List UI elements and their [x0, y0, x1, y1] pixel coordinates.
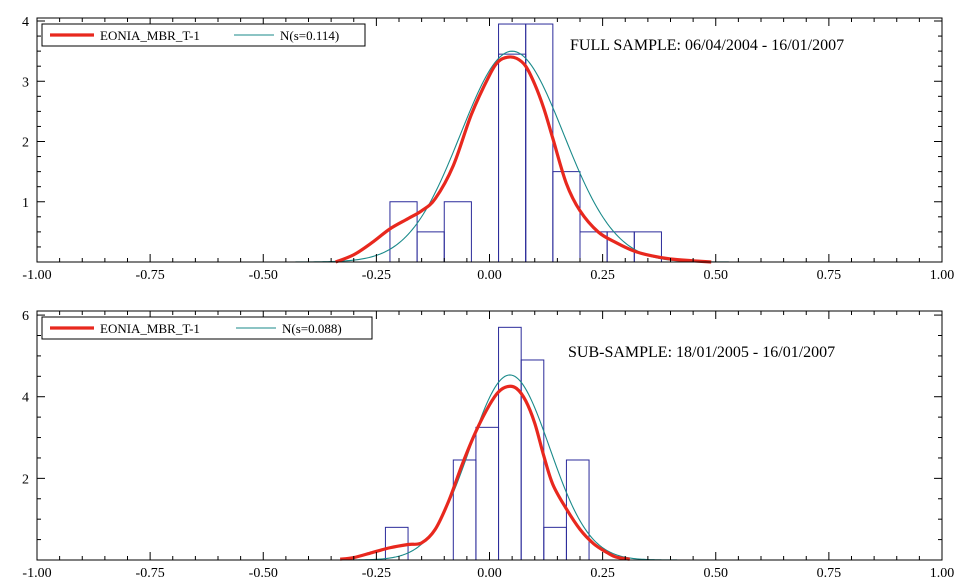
full-sample-y-axis: 1 2 3 4 — [22, 15, 942, 248]
full-sample-annotation: FULL SAMPLE: 06/04/2004 - 16/01/2007 — [570, 37, 844, 54]
full-sample-x-tick-label: 0.25 — [590, 268, 615, 283]
full-sample-y-tick-label: 1 — [22, 196, 29, 211]
sub-sample-histogram-bars — [384, 326, 590, 561]
full-sample-y-tick-label: 2 — [22, 136, 29, 151]
sub-sample-panel: -1.00 -0.75 -0.50 -0.25 0.00 0.25 0.50 0.75 1.00… — [22, 309, 954, 581]
full-sample-bar-0 — [389, 201, 418, 263]
sub-sample-x-tick-label: -0.50 — [249, 566, 278, 581]
full-sample-bar-1 — [416, 231, 445, 263]
legend-label-normal: N(s=0.114) — [280, 28, 339, 43]
full-sample-y-tick-label: 4 — [22, 15, 29, 30]
sub-sample-x-tick-label: -0.25 — [362, 566, 391, 581]
sub-sample-bar-6 — [565, 459, 590, 561]
full-sample-x-tick-label: 0.00 — [477, 268, 502, 283]
sub-sample-x-tick-label: 0.00 — [477, 566, 502, 581]
sub-sample-bar-2 — [475, 426, 500, 561]
sub-sample-bar-3 — [498, 326, 522, 561]
full-sample-x-tick-label: -0.75 — [136, 268, 165, 283]
sub-sample-normal-curve — [342, 374, 678, 561]
legend-label-density: EONIA_MBR_T-1 — [100, 321, 200, 336]
full-sample-x-tick-label: -0.25 — [362, 268, 391, 283]
full-sample-x-tick-label: 1.00 — [930, 268, 955, 283]
full-sample-panel: -1.00 -0.75 -0.50 -0.25 0.00 0.25 0.50 0.75 1.00… — [22, 15, 954, 283]
full-sample-normal-curve — [295, 50, 729, 263]
full-sample-bar-5 — [525, 23, 554, 263]
sub-sample-annotation: SUB-SAMPLE: 18/01/2005 - 16/01/2007 — [568, 344, 835, 361]
full-sample-legend-box — [41, 23, 366, 47]
sub-sample-legend-box — [41, 316, 373, 340]
full-sample-y-tick-label: 3 — [22, 75, 29, 90]
sub-sample-bar-5 — [543, 526, 567, 561]
legend-label-normal: N(s=0.088) — [282, 321, 342, 336]
sub-sample-x-tick-label: 0.75 — [817, 566, 842, 581]
legend-label-density: EONIA_MBR_T-1 — [100, 28, 200, 43]
full-sample-x-tick-label: -0.50 — [249, 268, 278, 283]
sub-sample-legend: EONIA_MBR_T-1 N(s=0.088) — [41, 316, 373, 340]
sub-sample-x-tick-label: -0.75 — [136, 566, 165, 581]
sub-sample-x-tick-label: 0.25 — [590, 566, 615, 581]
full-sample-x-tick-label: 0.75 — [817, 268, 842, 283]
full-sample-legend: EONIA_MBR_T-1 N(s=0.114) — [41, 23, 366, 47]
full-sample-density-curve — [335, 55, 712, 264]
sub-sample-y-axis: 2 4 6 — [22, 309, 942, 541]
sub-sample-x-tick-label: 0.50 — [704, 566, 729, 581]
full-sample-plot-frame — [36, 17, 943, 263]
full-sample-x-axis: -1.00 -0.75 -0.50 -0.25 0.00 0.25 0.50 0.75 1.00 — [22, 18, 954, 283]
full-sample-bar-3 — [498, 53, 527, 263]
sub-sample-y-tick-label: 2 — [22, 472, 29, 487]
sub-sample-x-tick-label: -1.00 — [22, 566, 51, 581]
full-sample-x-tick-label: 0.50 — [704, 268, 729, 283]
sub-sample-x-tick-label: 1.00 — [930, 566, 955, 581]
sub-sample-y-tick-label: 4 — [22, 391, 29, 406]
sub-sample-density-curve — [339, 384, 631, 561]
full-sample-x-tick-label: -1.00 — [22, 268, 51, 283]
full-sample-histogram-bars — [389, 23, 662, 263]
full-sample-bar-2 — [443, 201, 472, 263]
sub-sample-bar-4 — [520, 359, 545, 561]
sub-sample-x-axis: -1.00 -0.75 -0.50 -0.25 0.00 0.25 0.50 0.75 1.00 — [22, 311, 954, 581]
sub-sample-y-tick-label: 6 — [22, 309, 29, 324]
